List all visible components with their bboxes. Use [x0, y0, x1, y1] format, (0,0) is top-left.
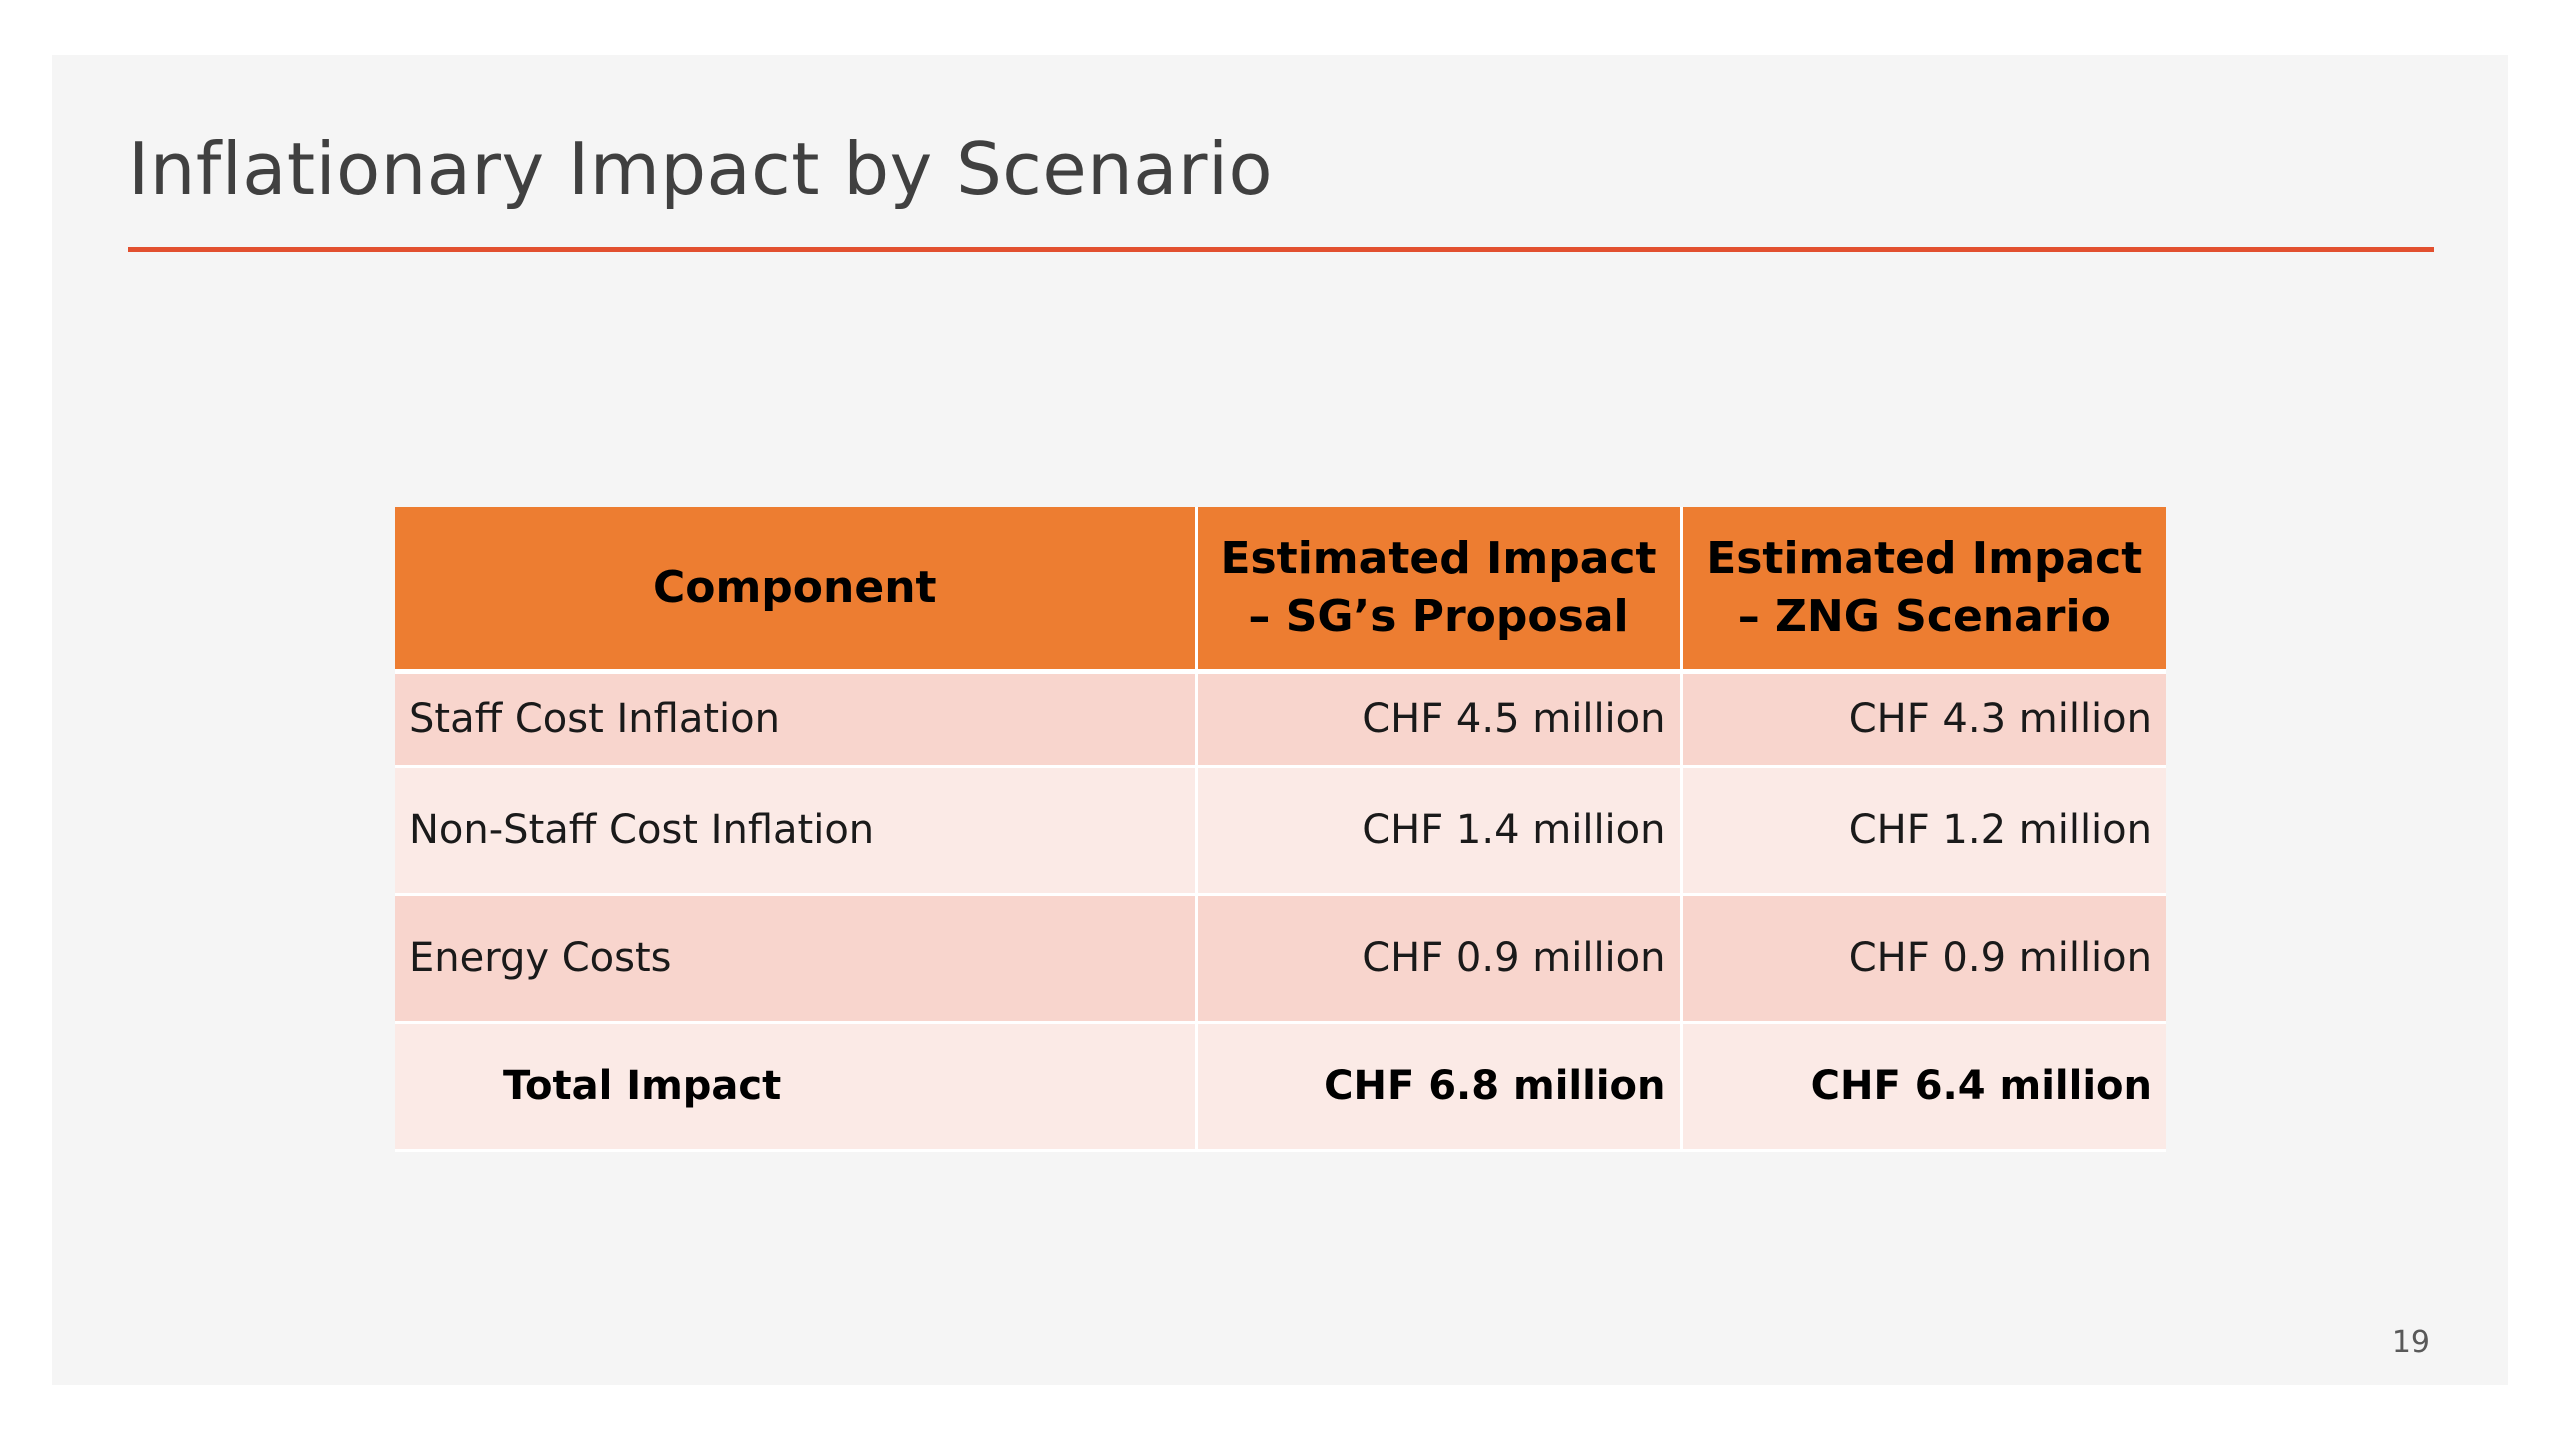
- row-zng-value: CHF 4.3 million: [1681, 671, 2166, 768]
- total-label: Total Impact: [395, 1022, 1198, 1152]
- table-row: Non-Staff Cost Inflation CHF 1.4 million…: [395, 766, 2166, 896]
- row-component: Non-Staff Cost Inflation: [395, 766, 1198, 896]
- header-component: Component: [395, 507, 1198, 674]
- row-component: Staff Cost Inflation: [395, 671, 1198, 768]
- header-sg-proposal: Estimated Impact – SG’s Proposal: [1196, 507, 1683, 674]
- page-number: 19: [2391, 1325, 2430, 1360]
- table-header-row: Component Estimated Impact – SG’s Propos…: [395, 507, 2166, 674]
- slide: Inflationary Impact by Scenario Componen…: [52, 55, 2508, 1385]
- impact-table-container: Component Estimated Impact – SG’s Propos…: [395, 507, 2166, 1152]
- row-zng-value: CHF 0.9 million: [1681, 894, 2166, 1024]
- row-zng-value: CHF 1.2 million: [1681, 766, 2166, 896]
- table-row: Energy Costs CHF 0.9 million CHF 0.9 mil…: [395, 894, 2166, 1024]
- impact-table: Component Estimated Impact – SG’s Propos…: [395, 507, 2166, 1152]
- row-component: Energy Costs: [395, 894, 1198, 1024]
- total-zng-value: CHF 6.4 million: [1681, 1022, 2166, 1152]
- total-sg-value: CHF 6.8 million: [1196, 1022, 1683, 1152]
- title-underline: [128, 247, 2434, 252]
- row-sg-value: CHF 4.5 million: [1196, 671, 1683, 768]
- total-row: Total Impact CHF 6.8 million CHF 6.4 mil…: [395, 1022, 2166, 1152]
- header-zng-scenario: Estimated Impact – ZNG Scenario: [1681, 507, 2166, 674]
- table-row: Staff Cost Inflation CHF 4.5 million CHF…: [395, 671, 2166, 768]
- row-sg-value: CHF 0.9 million: [1196, 894, 1683, 1024]
- slide-title: Inflationary Impact by Scenario: [128, 127, 1274, 211]
- row-sg-value: CHF 1.4 million: [1196, 766, 1683, 896]
